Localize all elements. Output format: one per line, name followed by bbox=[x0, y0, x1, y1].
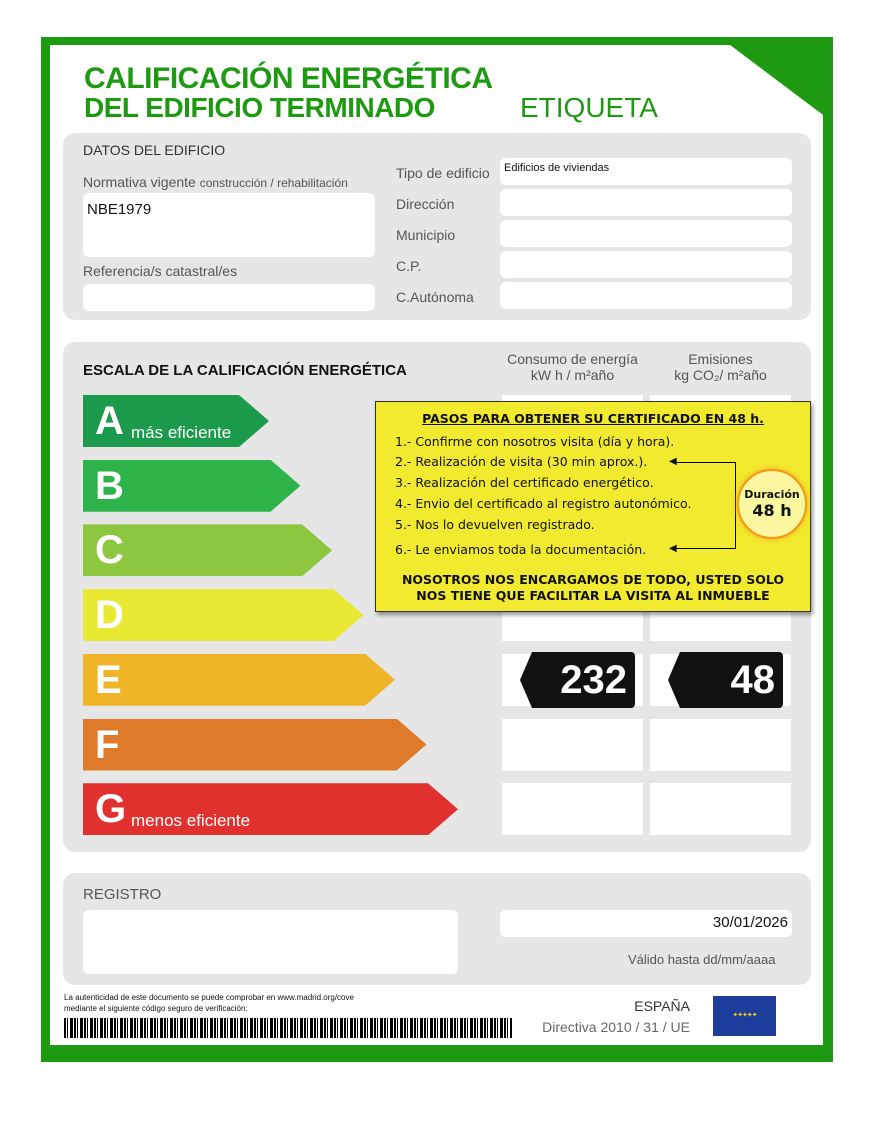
class-letter: C bbox=[95, 528, 124, 573]
consumo-cell bbox=[502, 783, 643, 836]
class-letter: F bbox=[95, 722, 120, 767]
field-value bbox=[500, 189, 792, 216]
registro-heading: REGISTRO bbox=[83, 886, 162, 903]
class-note: menos eficiente bbox=[131, 811, 251, 831]
bracket-arrow bbox=[676, 462, 736, 549]
field-value: Edificios de viviendas bbox=[500, 158, 792, 185]
field-value bbox=[500, 251, 792, 278]
directive-label: Directiva 2010 / 31 / UE bbox=[542, 1019, 690, 1035]
arrow-head-icon: ◀ bbox=[669, 543, 677, 554]
field-label: Dirección bbox=[396, 196, 455, 212]
barcode bbox=[64, 1018, 512, 1038]
class-letter: G bbox=[95, 787, 127, 832]
title-line1: CALIFICACIÓN ENERGÉTICA bbox=[84, 62, 493, 95]
consumo-cell bbox=[502, 718, 643, 771]
class-bar-f: F bbox=[83, 719, 427, 771]
authenticity-note: La autenticidad de este documento se pue… bbox=[64, 993, 354, 1013]
class-letter: A bbox=[95, 399, 124, 443]
field-label: C.Autónoma bbox=[396, 289, 474, 305]
title-etiqueta: ETIQUETA bbox=[520, 92, 658, 123]
field-label: C.P. bbox=[396, 258, 422, 274]
promo-footer: NOSOTROS NOS ENCARGAMOS DE TODO, USTED S… bbox=[401, 572, 785, 603]
promo-step: 6.- Le enviamos toda la documentación. bbox=[395, 542, 647, 557]
title-line2: DEL EDIFICIO TERMINADO bbox=[84, 92, 435, 123]
promo-box: PASOS PARA OBTENER SU CERTIFICADO EN 48 … bbox=[375, 401, 811, 612]
emisiones-header: Emisiones kg CO₂/ m²año bbox=[674, 351, 767, 383]
eu-flag-icon: ✦✦✦✦✦ bbox=[713, 996, 776, 1036]
referencia-label: Referencia/s catastral/es bbox=[83, 263, 238, 279]
duration-badge: Duración 48 h bbox=[737, 469, 807, 539]
class-bar-e: E bbox=[83, 654, 395, 706]
class-note: más eficiente bbox=[131, 423, 232, 442]
promo-step: 4.- Envio del certificado al registro au… bbox=[395, 496, 692, 511]
normativa-label: Normativa vigente construcción / rehabil… bbox=[83, 174, 348, 190]
field-value bbox=[500, 220, 792, 247]
class-letter: D bbox=[95, 593, 124, 638]
registro-date: 30/01/2026 bbox=[500, 910, 792, 937]
promo-step: 2.- Realización de visita (30 min aprox.… bbox=[395, 454, 648, 469]
class-letter: E bbox=[95, 657, 122, 702]
field-label: Tipo de edificio bbox=[396, 165, 490, 181]
datos-heading: DATOS DEL EDIFICIO bbox=[83, 142, 226, 158]
escala-heading: ESCALA DE LA CALIFICACIÓN ENERGÉTICA bbox=[83, 362, 407, 379]
promo-step: 5.- Nos lo devuelven registrado. bbox=[395, 517, 595, 532]
consumo-header: Consumo de energía kW h / m²año bbox=[507, 351, 638, 383]
field-value bbox=[500, 282, 792, 309]
normativa-field: NBE1979 bbox=[83, 193, 375, 257]
arrow-head-icon: ◀ bbox=[669, 456, 677, 467]
country-label: ESPAÑA bbox=[634, 998, 690, 1014]
promo-step: 3.- Realización del certificado energéti… bbox=[395, 475, 654, 490]
promo-step: 1.- Confirme con nosotros visita (día y … bbox=[395, 434, 675, 449]
emisiones-cell bbox=[650, 718, 791, 771]
badge-label: Duración bbox=[744, 488, 800, 501]
consumo-value: 232 bbox=[520, 652, 635, 708]
field-label: Municipio bbox=[396, 227, 456, 243]
registro-field bbox=[83, 910, 458, 974]
emisiones-cell bbox=[650, 783, 791, 836]
class-bar-d: D bbox=[83, 589, 364, 641]
class-letter: B bbox=[95, 463, 124, 508]
emisiones-value: 48 bbox=[668, 652, 783, 708]
badge-value: 48 h bbox=[752, 501, 792, 520]
referencia-field bbox=[83, 284, 375, 311]
promo-heading: PASOS PARA OBTENER SU CERTIFICADO EN 48 … bbox=[422, 411, 764, 426]
class-bar-c: C bbox=[83, 524, 332, 576]
class-bar-b: B bbox=[83, 460, 301, 512]
valid-until-label: Válido hasta dd/mm/aaaa bbox=[628, 952, 776, 967]
